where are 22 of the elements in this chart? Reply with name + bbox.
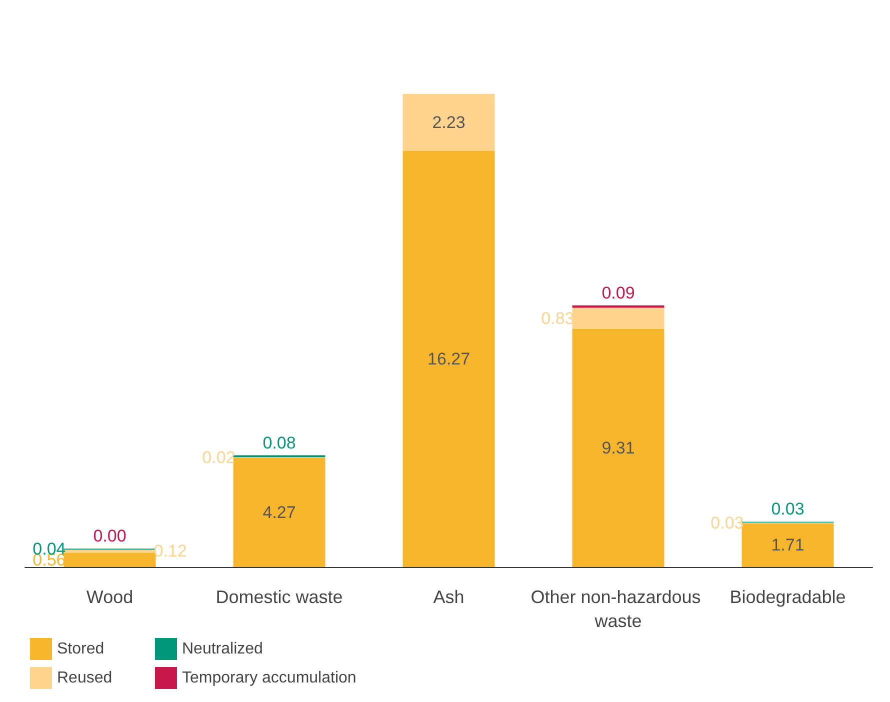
legend-label: Temporary accumulation: [182, 670, 356, 686]
x-tick-label: Other non-hazardous waste: [530, 587, 706, 631]
data-label: 0.03: [771, 500, 804, 519]
data-label: 0.08: [262, 433, 296, 452]
x-tick-label: Biodegradable: [730, 587, 846, 607]
data-label: 9.31: [602, 438, 635, 458]
data-label: 0.02: [202, 448, 236, 468]
x-tick-label: Domestic waste: [216, 587, 343, 607]
data-label: 0.03: [710, 513, 744, 532]
data-label: 0.83: [541, 308, 574, 328]
legend-label: Neutralized: [182, 640, 263, 658]
legend-label: Reused: [57, 670, 112, 686]
data-label: 0.12: [154, 542, 187, 561]
legend-label: Stored: [57, 640, 104, 658]
x-tick-label: Ash: [433, 587, 464, 607]
data-label: 2.23: [432, 112, 466, 132]
x-tick-label: Wood: [86, 587, 134, 607]
data-label: 4.27: [262, 502, 296, 522]
data-label: 1.71: [771, 536, 804, 555]
data-label: 0.09: [602, 283, 635, 302]
data-label: 0.00: [93, 526, 126, 546]
data-label: 16.27: [427, 349, 470, 368]
